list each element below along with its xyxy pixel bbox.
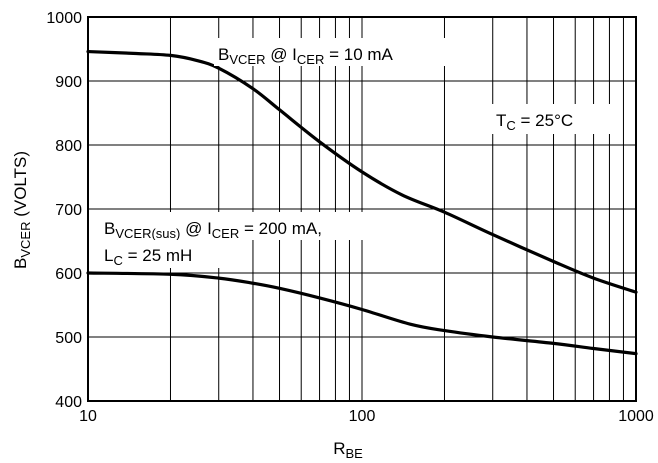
x-axis-label-main: R xyxy=(333,439,345,458)
annot3-l-sub: C xyxy=(113,253,122,268)
annot1-mid: @ I xyxy=(265,45,296,64)
annot4-t-sub: C xyxy=(506,118,515,133)
plot-frame xyxy=(87,16,637,402)
annotation-tc: TC = 25°C xyxy=(492,104,616,134)
y-tick-label: 1000 xyxy=(46,10,82,27)
svg-text:TC = 25°C: TC = 25°C xyxy=(496,111,573,133)
curves xyxy=(86,49,638,356)
svg-text:BVCER @ ICER = 10 mA: BVCER @ ICER = 10 mA xyxy=(218,45,394,67)
y-tick-labels: 400 500 600 700 800 900 1000 xyxy=(46,10,82,411)
y-axis-label-main: B xyxy=(11,258,30,269)
annot1-i-sub: CER xyxy=(297,52,324,67)
svg-text:LC = 25 mH: LC = 25 mH xyxy=(104,246,192,268)
annot3-tail: = 25 mH xyxy=(123,246,192,265)
y-axis-label: BVCER (VOLTS) xyxy=(11,151,33,269)
annot4-t: T xyxy=(496,111,506,130)
x-tick-label: 10 xyxy=(79,408,97,425)
annot2-tail: = 200 mA, xyxy=(239,219,322,238)
x-axis-label: RBE xyxy=(333,439,363,461)
annot2-b: B xyxy=(104,219,115,238)
y-tick-label: 800 xyxy=(55,138,82,155)
series-line-bvcer xyxy=(86,49,638,294)
x-tick-labels: 10 100 1000 xyxy=(79,408,654,425)
annot4-tail: = 25°C xyxy=(516,111,573,130)
annotation-lc: LC = 25 mH xyxy=(100,240,220,268)
annot3-l: L xyxy=(104,246,113,265)
y-axis-label-sub: VCER xyxy=(18,222,33,258)
annot2-b-sub: VCER(sus) xyxy=(115,226,180,241)
y-tick-label: 500 xyxy=(55,330,82,347)
y-tick-label: 600 xyxy=(55,266,82,283)
series-line-bvcer_sus xyxy=(86,271,638,356)
x-axis-label-sub: BE xyxy=(345,446,363,461)
annotation-bvcer-sus: BVCER(sus) @ ICER = 200 mA, xyxy=(100,212,390,241)
x-tick-label: 1000 xyxy=(618,408,654,425)
y-tick-label: 700 xyxy=(55,202,82,219)
y-tick-label: 400 xyxy=(55,394,82,411)
annot2-i-sub: CER xyxy=(212,226,239,241)
annot2-mid: @ I xyxy=(180,219,211,238)
x-tick-label: 100 xyxy=(349,408,376,425)
y-axis-label-suffix: (VOLTS) xyxy=(11,151,30,222)
y-tick-label: 900 xyxy=(55,74,82,91)
annot1-b-sub: VCER xyxy=(229,52,265,67)
annot1-tail: = 10 mA xyxy=(324,45,393,64)
svg-text:BVCER(sus) @ ICER = 200 mA,: BVCER(sus) @ ICER = 200 mA, xyxy=(104,219,322,241)
annotation-bvcer: BVCER @ ICER = 10 mA xyxy=(214,38,460,67)
annot1-b: B xyxy=(218,45,229,64)
